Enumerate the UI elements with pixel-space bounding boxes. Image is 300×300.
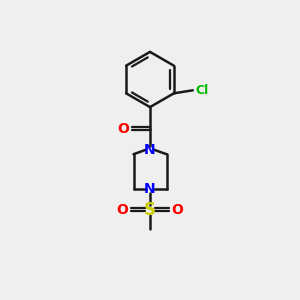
Text: Cl: Cl xyxy=(195,84,208,97)
Text: O: O xyxy=(116,203,128,217)
Text: N: N xyxy=(144,143,156,157)
Text: O: O xyxy=(172,203,184,217)
Text: S: S xyxy=(144,201,156,219)
Text: O: O xyxy=(117,122,129,136)
Text: N: N xyxy=(144,182,156,196)
